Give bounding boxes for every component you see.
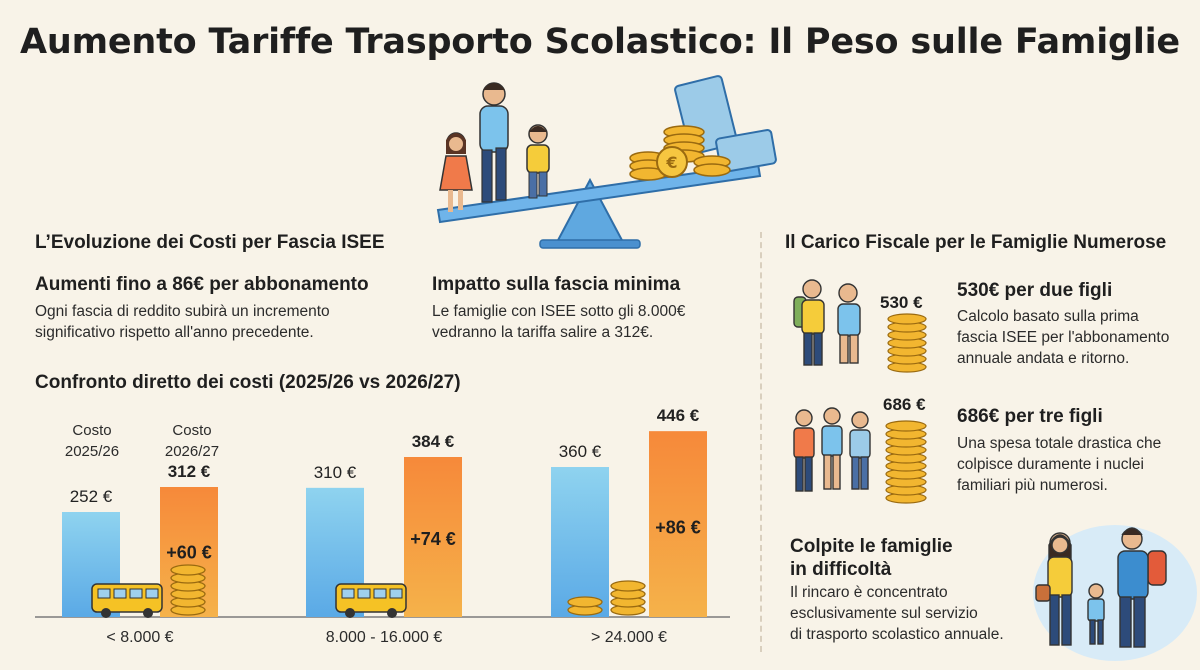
- coin-stack-icon: [885, 420, 927, 504]
- three-children-heading: 686€ per tre figli: [957, 406, 1103, 427]
- legend-new-line: 2026/27: [164, 443, 220, 460]
- legend-new: Costo 2026/27: [152, 420, 232, 462]
- increase-text-line: significativo rispetto all'anno preceden…: [35, 324, 314, 341]
- increase-text-line: Ogni fascia di reddito subirà un increme…: [35, 303, 330, 320]
- difficulty-heading-line: in difficoltà: [790, 559, 892, 580]
- three-children-illustration: [793, 407, 927, 504]
- seesaw-illustration: €: [436, 75, 777, 249]
- compare-title: Confronto diretto dei costi (2025/26 vs …: [35, 372, 461, 393]
- coin-label-two: 530 €: [880, 293, 923, 312]
- category-label: < 8.000 €: [106, 629, 173, 646]
- coin-stack-icon: [170, 564, 206, 616]
- impact-text: Le famiglie con ISEE sotto gli 8.000€ ve…: [432, 301, 685, 343]
- family-illustration: [1033, 525, 1197, 661]
- coin-stack-icon: [567, 580, 646, 616]
- three-children-text-line: Una spesa totale drastica che: [957, 435, 1162, 452]
- bar-value-label-new: 312 €: [168, 462, 211, 481]
- bar-delta-label: +86 €: [655, 517, 701, 537]
- category-label: > 24.000 €: [591, 629, 667, 646]
- family-figures: [439, 82, 550, 212]
- school-bus-icon: [335, 583, 407, 618]
- coin-label-three: 686 €: [883, 395, 926, 414]
- impact-text-line: vedranno la tariffa salire a 312€.: [432, 324, 654, 341]
- school-bus-icon: [91, 583, 163, 618]
- difficulty-text-line: di trasporto scolastico annuale.: [790, 626, 1004, 643]
- bar-2026-27: [649, 431, 707, 617]
- bar-delta-label: +74 €: [410, 529, 456, 549]
- bar-value-label-new: 384 €: [412, 432, 455, 451]
- three-children-text-line: familiari più numerosi.: [957, 477, 1108, 494]
- increase-text: Ogni fascia di reddito subirà un increme…: [35, 301, 330, 343]
- difficulty-heading-line: Colpite le famiglie: [790, 536, 953, 557]
- legend-new-line: Costo: [172, 422, 212, 439]
- two-children-text-line: annuale andata e ritorno.: [957, 350, 1130, 367]
- euro-coin-icon: [656, 146, 688, 178]
- bar-delta-label: +60 €: [166, 543, 212, 563]
- legend-old: Costo 2025/26: [54, 420, 130, 462]
- difficulty-text-line: Il rincaro è concentrato: [790, 584, 948, 601]
- page-title: Aumento Tariffe Trasporto Scolastico: Il…: [20, 22, 1180, 62]
- bar-value-label-old: 252 €: [70, 487, 113, 506]
- impact-heading: Impatto sulla fascia minima: [432, 274, 681, 295]
- bar-2026-27: [404, 457, 462, 617]
- svg-text:€: €: [665, 153, 677, 172]
- three-children-text: Una spesa totale drastica che colpisce d…: [957, 433, 1161, 496]
- bar-2025-26: [551, 467, 609, 617]
- impact-text-line: Le famiglie con ISEE sotto gli 8.000€: [432, 303, 686, 320]
- bar-value-label-new: 446 €: [657, 406, 700, 425]
- money-pile: €: [629, 75, 777, 181]
- cost-comparison-chart: 252 € 312 € +60 € < 8.000 € 310 € 384 € +74 € 8…: [35, 406, 730, 646]
- two-children-illustration: [793, 279, 927, 373]
- bar-value-label-old: 360 €: [559, 442, 602, 461]
- difficulty-text: Il rincaro è concentrato esclusivamente …: [790, 582, 1004, 645]
- difficulty-text-line: esclusivamente sul servizio: [790, 605, 978, 622]
- coin-stack-icon: [887, 313, 927, 373]
- two-children-text-line: fascia ISEE per l'abbonamento: [957, 329, 1170, 346]
- two-children-text-line: Calcolo basato sulla prima: [957, 308, 1139, 325]
- bar-value-label-old: 310 €: [314, 463, 357, 482]
- legend-old-line: 2025/26: [64, 443, 120, 460]
- category-label: 8.000 - 16.000 €: [326, 629, 443, 646]
- two-children-text: Calcolo basato sulla prima fascia ISEE p…: [957, 306, 1169, 369]
- left-section-title: L’Evoluzione dei Costi per Fascia ISEE: [35, 232, 385, 253]
- increase-heading: Aumenti fino a 86€ per abbonamento: [35, 274, 369, 295]
- right-section-title: Il Carico Fiscale per le Famiglie Numero…: [785, 232, 1167, 253]
- legend-old-line: Costo: [72, 422, 112, 439]
- two-children-heading: 530€ per due figli: [957, 280, 1113, 301]
- column-divider: [760, 232, 762, 652]
- difficulty-heading: Colpite le famiglie in difficoltà: [790, 535, 953, 581]
- three-children-text-line: colpisce duramente i nuclei: [957, 456, 1144, 473]
